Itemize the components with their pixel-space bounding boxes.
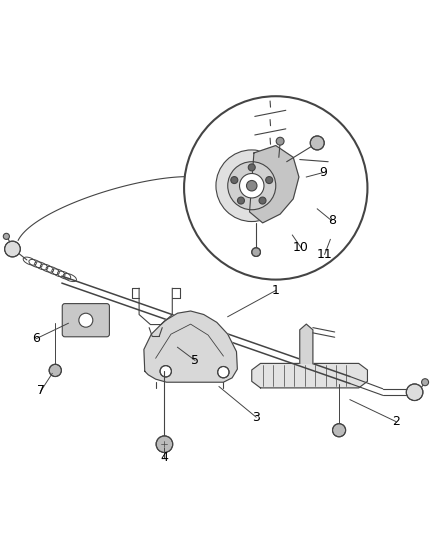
Circle shape bbox=[248, 164, 255, 171]
Circle shape bbox=[228, 161, 276, 210]
Text: 10: 10 bbox=[293, 241, 309, 254]
Circle shape bbox=[49, 364, 61, 376]
Circle shape bbox=[310, 136, 324, 150]
Circle shape bbox=[216, 150, 288, 222]
Text: 8: 8 bbox=[328, 214, 336, 227]
Polygon shape bbox=[300, 324, 313, 364]
Circle shape bbox=[218, 367, 229, 378]
Text: 4: 4 bbox=[160, 451, 168, 464]
Text: 11: 11 bbox=[317, 248, 332, 261]
Circle shape bbox=[259, 197, 266, 204]
Circle shape bbox=[252, 248, 261, 256]
Circle shape bbox=[276, 138, 284, 145]
Circle shape bbox=[240, 174, 264, 198]
Text: 2: 2 bbox=[392, 415, 400, 428]
Circle shape bbox=[237, 197, 244, 204]
Circle shape bbox=[266, 176, 273, 183]
Circle shape bbox=[422, 379, 428, 386]
Circle shape bbox=[406, 384, 423, 400]
Text: 7: 7 bbox=[37, 384, 45, 398]
Circle shape bbox=[156, 436, 173, 453]
Circle shape bbox=[79, 313, 93, 327]
Circle shape bbox=[160, 366, 171, 377]
Polygon shape bbox=[252, 364, 367, 388]
Text: 1: 1 bbox=[272, 284, 280, 297]
Text: 6: 6 bbox=[32, 332, 40, 345]
Circle shape bbox=[5, 241, 20, 257]
Circle shape bbox=[247, 181, 257, 191]
Circle shape bbox=[184, 96, 367, 280]
Circle shape bbox=[231, 176, 238, 183]
Polygon shape bbox=[144, 311, 237, 382]
Circle shape bbox=[332, 424, 346, 437]
Circle shape bbox=[4, 233, 10, 239]
Text: 3: 3 bbox=[252, 410, 260, 424]
FancyBboxPatch shape bbox=[62, 304, 110, 337]
Text: 5: 5 bbox=[191, 354, 199, 367]
Polygon shape bbox=[250, 146, 299, 223]
Text: 9: 9 bbox=[319, 166, 327, 179]
